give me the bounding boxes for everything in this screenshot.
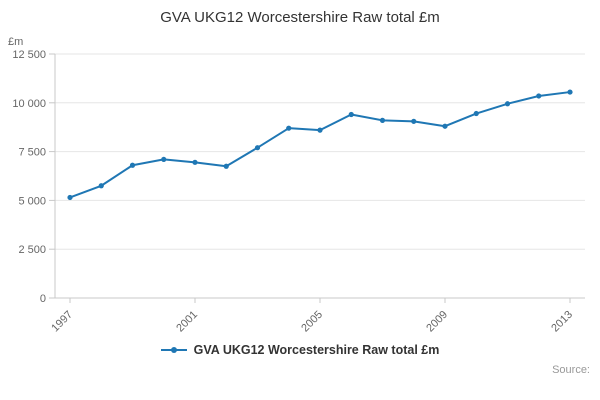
data-point[interactable] [536, 93, 542, 99]
y-tick-label: 0 [40, 293, 46, 305]
y-tick-label: 2 500 [18, 244, 46, 256]
legend-label: GVA UKG12 Worcestershire Raw total £m [193, 343, 440, 357]
data-point[interactable] [129, 162, 136, 168]
x-tick-label: 1997 [49, 309, 75, 335]
chart-title: GVA UKG12 Worcestershire Raw total £m [160, 9, 440, 26]
source-caption: Source: [552, 364, 590, 376]
legend-series-marker-icon [160, 345, 187, 355]
data-point[interactable] [473, 110, 479, 117]
data-point[interactable] [161, 156, 167, 163]
data-point[interactable] [192, 159, 198, 165]
data-point[interactable] [67, 194, 73, 201]
y-tick-label: 5 000 [18, 195, 46, 207]
y-tick-label: 12 500 [12, 49, 46, 61]
y-tick-label: 10 000 [12, 98, 46, 110]
x-tick-label: 2001 [174, 309, 200, 335]
y-tick-label: 7 500 [18, 147, 46, 159]
data-point[interactable] [286, 125, 292, 131]
data-point[interactable] [254, 145, 261, 151]
data-point[interactable] [348, 111, 354, 118]
series-line [69, 91, 571, 199]
data-point[interactable] [317, 127, 323, 133]
legend: GVA UKG12 Worcestershire Raw total £m [0, 338, 600, 362]
x-tick-label: 2005 [299, 309, 325, 335]
chart-svg: £m 0 2 500 5 000 7 500 10 000 12 500 1997 2001 20… [8, 36, 585, 335]
y-axis-unit-label: £m [8, 36, 23, 48]
data-point[interactable] [379, 117, 386, 123]
legend-item[interactable]: GVA UKG12 Worcestershire Raw total £m [160, 343, 440, 357]
data-point[interactable] [223, 163, 229, 169]
data-point[interactable] [442, 123, 448, 129]
data-point[interactable] [504, 101, 511, 107]
x-tick-label: 2013 [549, 309, 575, 335]
data-point[interactable] [567, 89, 573, 95]
data-point[interactable] [98, 183, 104, 189]
x-tick-label: 2009 [424, 309, 450, 335]
data-point[interactable] [411, 118, 417, 124]
